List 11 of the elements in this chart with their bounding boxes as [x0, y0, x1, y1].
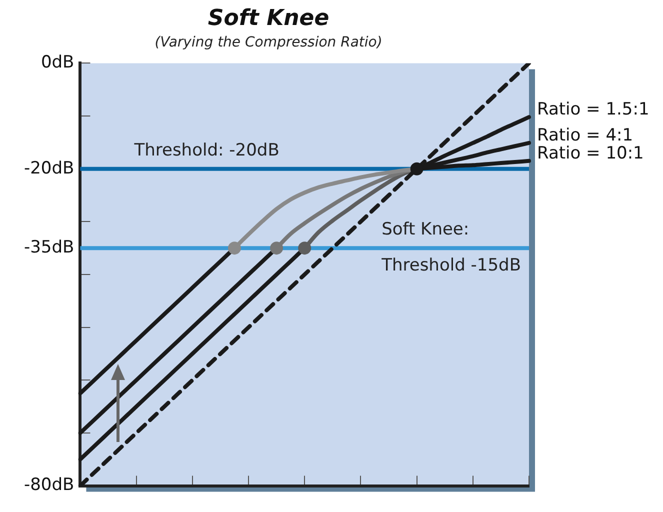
chart-title: Soft Knee — [208, 6, 330, 31]
y-tick-label: 0dB — [40, 52, 74, 73]
chart-subtitle: (Varying the Compression Ratio) — [154, 34, 382, 50]
y-tick-label: -35dB — [24, 238, 74, 258]
y-tick-label: -20dB — [24, 158, 74, 178]
series-label: Ratio = 10:1 — [537, 143, 644, 164]
series-label: Ratio = 1.5:1 — [537, 100, 650, 120]
series-label: Ratio = 4:1 — [537, 125, 634, 146]
ref-line-label: Soft Knee: Threshold -15dB — [380, 220, 522, 276]
y-tick-label: -80dB — [24, 475, 74, 496]
ref-line-label: Threshold: -20dB — [133, 140, 280, 160]
